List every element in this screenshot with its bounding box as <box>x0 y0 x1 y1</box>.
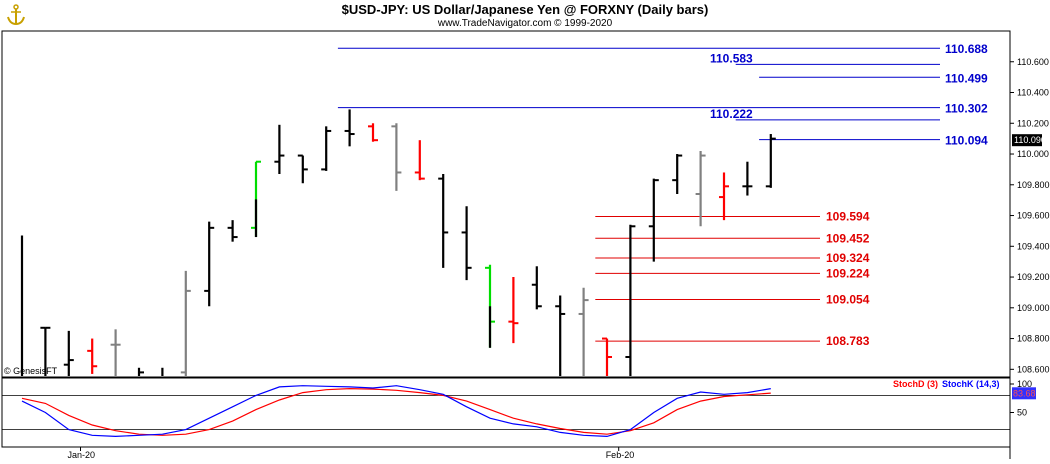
stoch-last-value-box <box>1012 387 1036 400</box>
support-label: 109.452 <box>826 231 870 245</box>
legend-stoch-k: StochK (14,3) <box>942 379 1000 389</box>
price-tick-label: 110.600 <box>1017 57 1049 67</box>
ohlc-bar <box>274 124 285 175</box>
ohlc-bar <box>438 174 449 268</box>
ohlc-bar <box>508 277 519 344</box>
resistance-label: 110.499 <box>945 71 988 85</box>
ohlc-bar <box>204 221 215 307</box>
resistance-label: 110.094 <box>945 134 988 148</box>
ohlc-bar <box>602 337 612 376</box>
ohlc-bar <box>555 295 566 376</box>
price-tick-label: 109.400 <box>1017 241 1050 251</box>
ohlc-bar <box>368 123 378 142</box>
ohlc-bar <box>227 220 238 242</box>
ohlc-bar <box>251 160 261 238</box>
ohlc-bar <box>461 206 472 281</box>
ohlc-bar <box>765 134 776 188</box>
ohlc-bar <box>485 264 495 348</box>
price-tick-label: 109.000 <box>1017 303 1050 313</box>
chart-title: $USD-JPY: US Dollar/Japanese Yen @ FORXN… <box>341 2 709 17</box>
ohlc-bar <box>321 126 332 171</box>
ohlc-bar <box>414 140 425 181</box>
resistance-label: 110.302 <box>945 102 988 116</box>
ohlc-bar <box>110 329 121 376</box>
ohlc-bar <box>180 270 191 376</box>
legend-stoch-d: StochD (3) <box>893 379 938 389</box>
stoch-tick-label: 50 <box>1017 408 1027 418</box>
watermark: © GenesisFT <box>4 366 58 376</box>
ohlc-bar <box>625 224 636 376</box>
support-label: 109.054 <box>826 292 870 306</box>
ohlc-bar <box>578 287 589 376</box>
ohlc-bar <box>40 326 51 376</box>
price-bars <box>20 109 776 376</box>
ohlc-bar <box>87 338 98 374</box>
resistance-lines: 110.688 110.583 110.499 110.302 110.222 110.0… <box>337 42 988 148</box>
date-label: Jan-20 <box>68 450 96 460</box>
ohlc-bar <box>648 178 659 262</box>
price-tick-label: 110.200 <box>1017 118 1049 128</box>
stoch-panel-border <box>1 377 1011 448</box>
price-tick-label: 110.000 <box>1017 149 1049 159</box>
ohlc-bar <box>742 161 753 196</box>
price-tick-label: 110.400 <box>1017 88 1049 98</box>
stoch-series-line <box>21 385 771 438</box>
stochastic-panel: 100 50 StochD (3) StochK (14,3) 83.68 <box>2 379 1036 438</box>
chart-subtitle: www.TradeNavigator.com © 1999-2020 <box>437 18 613 29</box>
support-label: 109.224 <box>826 266 870 280</box>
price-tick-label: 109.800 <box>1017 180 1050 190</box>
stoch-last-value-label: 83.68 <box>1013 388 1036 398</box>
ohlc-bar <box>391 123 402 191</box>
support-label: 109.324 <box>826 251 870 265</box>
resistance-label: 110.583 <box>710 51 753 65</box>
ohlc-bar <box>63 330 74 376</box>
ohlc-bar <box>672 154 683 195</box>
resistance-label: 110.222 <box>710 107 753 121</box>
price-tick-label: 109.200 <box>1017 272 1050 282</box>
ohlc-bar <box>531 266 542 310</box>
ohlc-bar <box>695 150 706 227</box>
ohlc-bar <box>344 109 355 147</box>
date-axis: Jan-20 Feb-20 <box>68 447 635 460</box>
date-label: Feb-20 <box>606 450 635 460</box>
support-label: 109.594 <box>826 209 870 223</box>
price-tick-label: 109.600 <box>1017 211 1050 221</box>
ohlc-bar <box>137 367 144 376</box>
anchor-logo-icon <box>6 4 26 26</box>
ohlc-bar <box>719 172 729 221</box>
stoch-tick-label: 100 <box>1017 379 1032 389</box>
support-label: 108.783 <box>826 334 870 348</box>
ohlc-bar <box>297 154 308 184</box>
price-axis: 110.600 110.400 110.200 110.000 109.800 109.6… <box>1010 57 1050 374</box>
price-tick-label: 108.800 <box>1017 334 1050 344</box>
price-panel-border <box>1 30 1011 378</box>
last-price-label: 110.090 <box>1014 135 1046 145</box>
last-price-box <box>1012 134 1042 147</box>
resistance-label: 110.688 <box>945 42 988 56</box>
price-tick-label: 108.600 <box>1017 364 1050 374</box>
